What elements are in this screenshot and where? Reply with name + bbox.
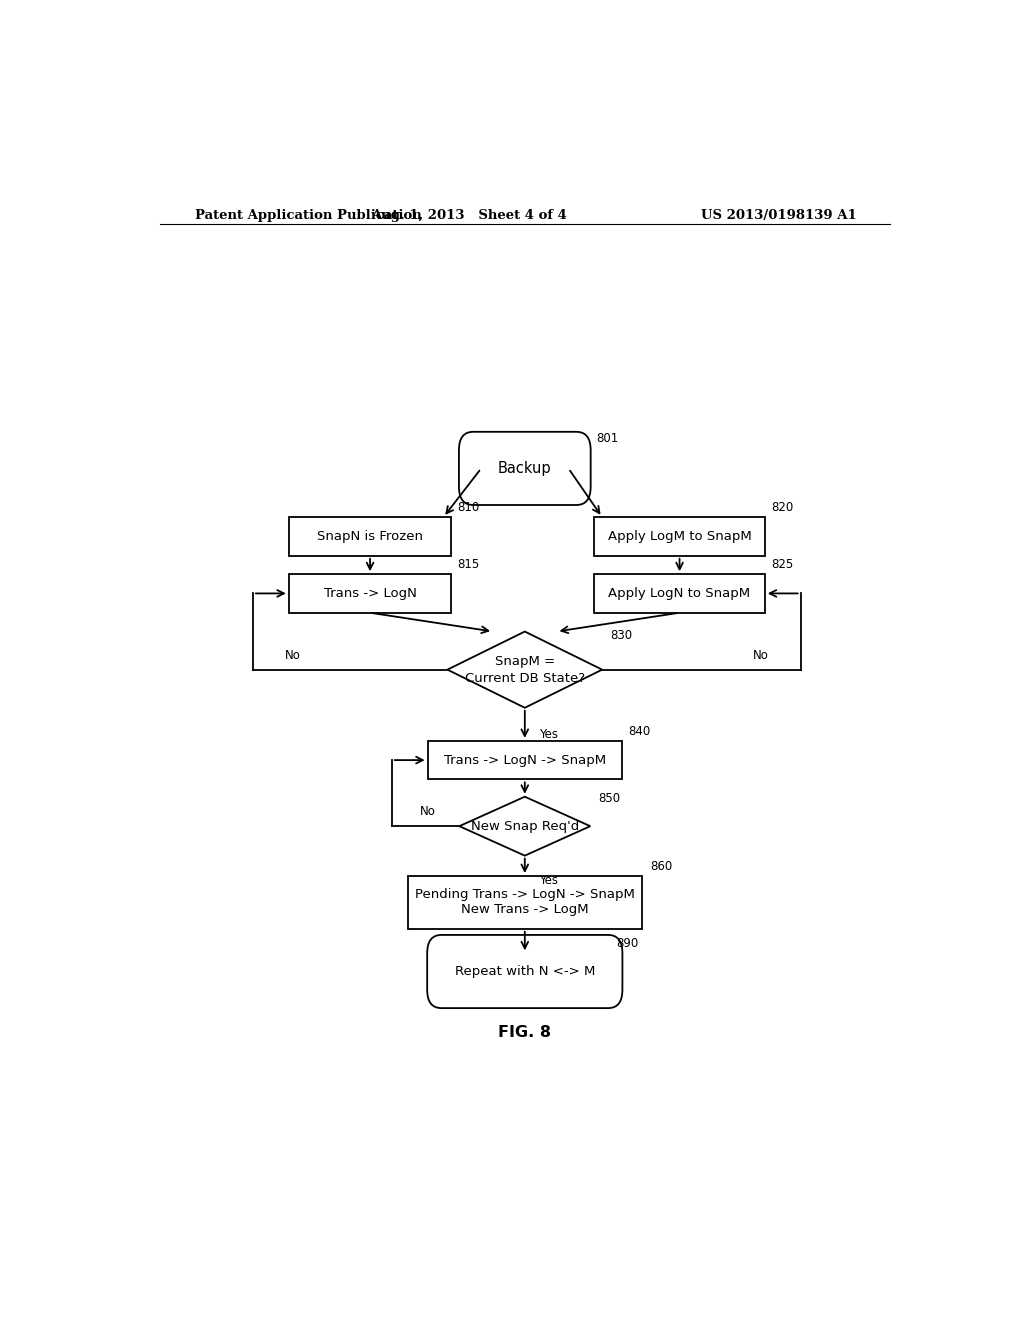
Text: 825: 825	[771, 558, 794, 572]
Text: New Snap Req'd: New Snap Req'd	[471, 820, 579, 833]
Text: 890: 890	[616, 937, 638, 950]
FancyBboxPatch shape	[408, 876, 642, 929]
Text: 815: 815	[458, 558, 480, 572]
Text: 830: 830	[610, 628, 632, 642]
Text: Patent Application Publication: Patent Application Publication	[196, 209, 422, 222]
Polygon shape	[460, 797, 590, 855]
Polygon shape	[447, 631, 602, 708]
FancyBboxPatch shape	[427, 935, 623, 1008]
FancyBboxPatch shape	[289, 574, 452, 612]
Text: Yes: Yes	[539, 729, 558, 741]
Text: Pending Trans -> LogN -> SnapM
New Trans -> LogM: Pending Trans -> LogN -> SnapM New Trans…	[415, 888, 635, 916]
Text: No: No	[285, 648, 301, 661]
FancyBboxPatch shape	[459, 432, 591, 506]
Text: Aug. 1, 2013   Sheet 4 of 4: Aug. 1, 2013 Sheet 4 of 4	[372, 209, 567, 222]
Text: FIG. 8: FIG. 8	[499, 1026, 551, 1040]
Text: Apply LogM to SnapM: Apply LogM to SnapM	[607, 531, 752, 543]
Text: US 2013/0198139 A1: US 2013/0198139 A1	[700, 209, 857, 222]
FancyBboxPatch shape	[428, 741, 622, 779]
Text: SnapM =
Current DB State?: SnapM = Current DB State?	[465, 655, 585, 685]
Text: Repeat with N <-> M: Repeat with N <-> M	[455, 965, 595, 978]
Text: 840: 840	[629, 725, 650, 738]
Text: No: No	[753, 648, 769, 661]
Text: 810: 810	[458, 502, 480, 515]
Text: 850: 850	[598, 792, 621, 805]
Text: Trans -> LogN -> SnapM: Trans -> LogN -> SnapM	[443, 754, 606, 767]
Text: No: No	[420, 805, 435, 818]
Text: 820: 820	[771, 502, 794, 515]
FancyBboxPatch shape	[594, 574, 765, 612]
Text: 860: 860	[650, 859, 672, 873]
Text: Backup: Backup	[498, 461, 552, 477]
FancyBboxPatch shape	[594, 517, 765, 556]
Text: SnapN is Frozen: SnapN is Frozen	[317, 531, 423, 543]
Text: 801: 801	[596, 432, 618, 445]
Text: Yes: Yes	[539, 874, 558, 887]
Text: Trans -> LogN: Trans -> LogN	[324, 587, 417, 599]
FancyBboxPatch shape	[289, 517, 452, 556]
Text: Apply LogN to SnapM: Apply LogN to SnapM	[608, 587, 751, 599]
